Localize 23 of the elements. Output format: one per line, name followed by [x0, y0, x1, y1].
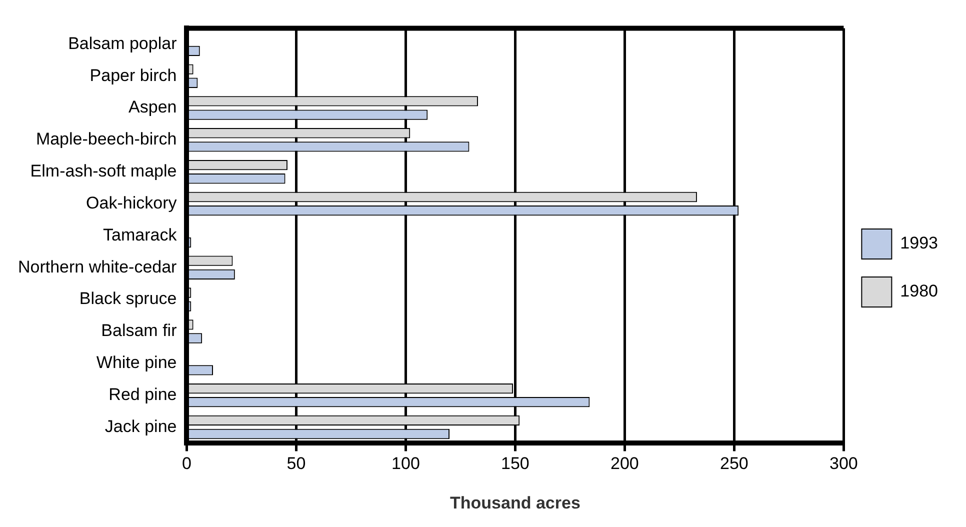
x-tick-label: 0 — [182, 454, 192, 474]
legend-label: 1993 — [900, 234, 938, 253]
y-tick-label: Oak-hickory — [86, 193, 178, 212]
x-tick-label: 100 — [392, 454, 420, 474]
y-tick-label: Jack pine — [104, 416, 177, 436]
y-tick-label: Paper birch — [90, 66, 177, 85]
x-tick-label: 250 — [720, 454, 748, 474]
y-tick-label: Balsam poplar — [68, 34, 178, 53]
y-tick-label: Maple-beech-birch — [36, 130, 177, 149]
x-axis-title: Thousand acres — [450, 493, 580, 512]
y-tick-label: Aspen — [128, 98, 177, 117]
x-tick-label: 200 — [610, 454, 639, 474]
y-tick-label: Black spruce — [79, 289, 177, 308]
y-tick-label: White pine — [96, 353, 177, 372]
y-tick-label: Northern white-cedar — [18, 257, 178, 276]
y-tick-label: Balsam fir — [101, 321, 178, 340]
y-tick-label: Elm-ash-soft maple — [30, 162, 177, 181]
x-tick-label: 50 — [286, 454, 306, 474]
y-tick-label: Red pine — [108, 385, 177, 404]
x-tick-label: 300 — [829, 454, 858, 474]
x-tick-label: 150 — [501, 454, 530, 474]
y-tick-label: Tamarack — [103, 225, 178, 244]
legend-label: 1980 — [900, 282, 938, 301]
